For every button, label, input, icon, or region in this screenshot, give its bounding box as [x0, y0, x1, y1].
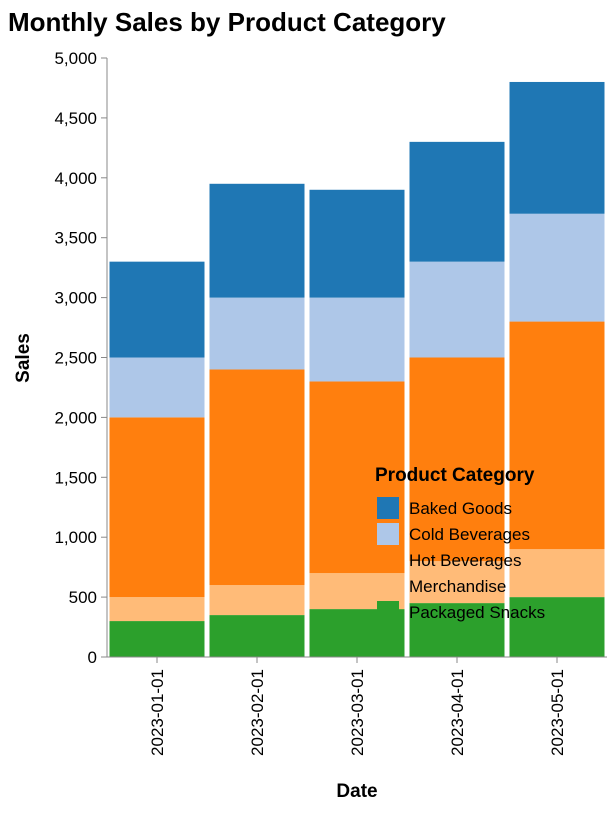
bar-merchandise-0	[109, 597, 205, 622]
x-tick-label: 2023-04-01	[448, 669, 467, 756]
legend-label-cold-beverages: Cold Beverages	[409, 525, 530, 544]
bar-cold-beverages-4	[509, 213, 605, 322]
bar-hot-beverages-0	[109, 417, 205, 598]
bar-baked-goods-3	[409, 141, 505, 262]
y-tick-label: 1,500	[54, 468, 97, 487]
x-tick-label: 2023-05-01	[548, 669, 567, 756]
x-axis-title: Date	[336, 781, 377, 802]
y-axis-title: Sales	[13, 333, 34, 383]
bar-hot-beverages-3	[409, 357, 505, 562]
bar-cold-beverages-0	[109, 357, 205, 418]
legend-label-baked-goods: Baked Goods	[409, 499, 512, 518]
legend-swatch-cold-beverages	[377, 523, 399, 545]
x-tick-label: 2023-02-01	[248, 669, 267, 756]
plot-area: 0 500 1,000 1,500 2,000 2,500 3,000 3,500 4,000 4…	[54, 49, 607, 756]
y-tick-label: 2,500	[54, 349, 97, 368]
bar-cold-beverages-1	[209, 297, 305, 370]
legend-label-merchandise: Merchandise	[409, 577, 506, 596]
bar-merchandise-1	[209, 585, 305, 616]
bar-cold-beverages-3	[409, 261, 505, 358]
bar-hot-beverages-1	[209, 369, 305, 586]
y-tick-label: 2,000	[54, 408, 97, 427]
bar-packaged-snacks-3	[409, 603, 505, 657]
y-tick-label: 3,500	[54, 229, 97, 248]
legend-title: Product Category	[375, 465, 535, 486]
y-tick-label: 4,500	[54, 109, 97, 128]
bar-baked-goods-2	[309, 189, 405, 298]
bar-hot-beverages-4	[509, 321, 605, 550]
chart-title: Monthly Sales by Product Category	[8, 7, 446, 37]
bar-packaged-snacks-1	[209, 615, 305, 657]
y-tick-label: 3,000	[54, 289, 97, 308]
legend-label-packaged-snacks: Packaged Snacks	[409, 603, 545, 622]
x-tick-label: 2023-01-01	[148, 669, 167, 756]
legend-swatch-packaged-snacks	[377, 601, 399, 623]
legend: Product Category Baked Goods Cold Beverag…	[375, 465, 545, 623]
legend-label-hot-beverages: Hot Beverages	[409, 551, 521, 570]
bar-packaged-snacks-4	[509, 597, 605, 657]
legend-swatch-merchandise	[377, 575, 399, 597]
x-tick-label: 2023-03-01	[348, 669, 367, 756]
legend-swatch-baked-goods	[377, 497, 399, 519]
bar-merchandise-4	[509, 549, 605, 598]
y-tick-label: 5,000	[54, 49, 97, 68]
y-tick-label: 1,000	[54, 528, 97, 547]
bar-cold-beverages-2	[309, 297, 405, 382]
legend-swatch-hot-beverages	[377, 549, 399, 571]
bar-merchandise-3	[409, 561, 505, 604]
bar-baked-goods-1	[209, 183, 305, 298]
bar-baked-goods-4	[509, 81, 605, 214]
y-tick-label: 500	[69, 588, 97, 607]
y-tick-label: 0	[88, 648, 97, 667]
bar-packaged-snacks-0	[109, 621, 205, 657]
y-tick-label: 4,000	[54, 169, 97, 188]
bar-baked-goods-0	[109, 261, 205, 358]
